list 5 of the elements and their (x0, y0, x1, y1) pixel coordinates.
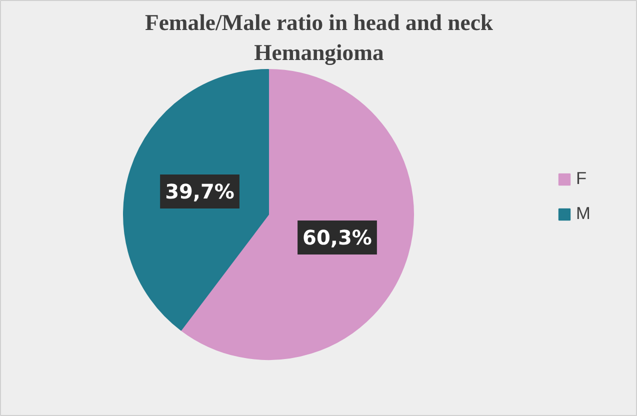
legend-label: F (576, 168, 588, 189)
chart-title: Female/Male ratio in head and neck Hemangioma (145, 10, 494, 65)
data-label: 39,7% (165, 179, 234, 204)
data-label: 60,3% (302, 226, 372, 250)
legend-label: M (576, 203, 592, 224)
